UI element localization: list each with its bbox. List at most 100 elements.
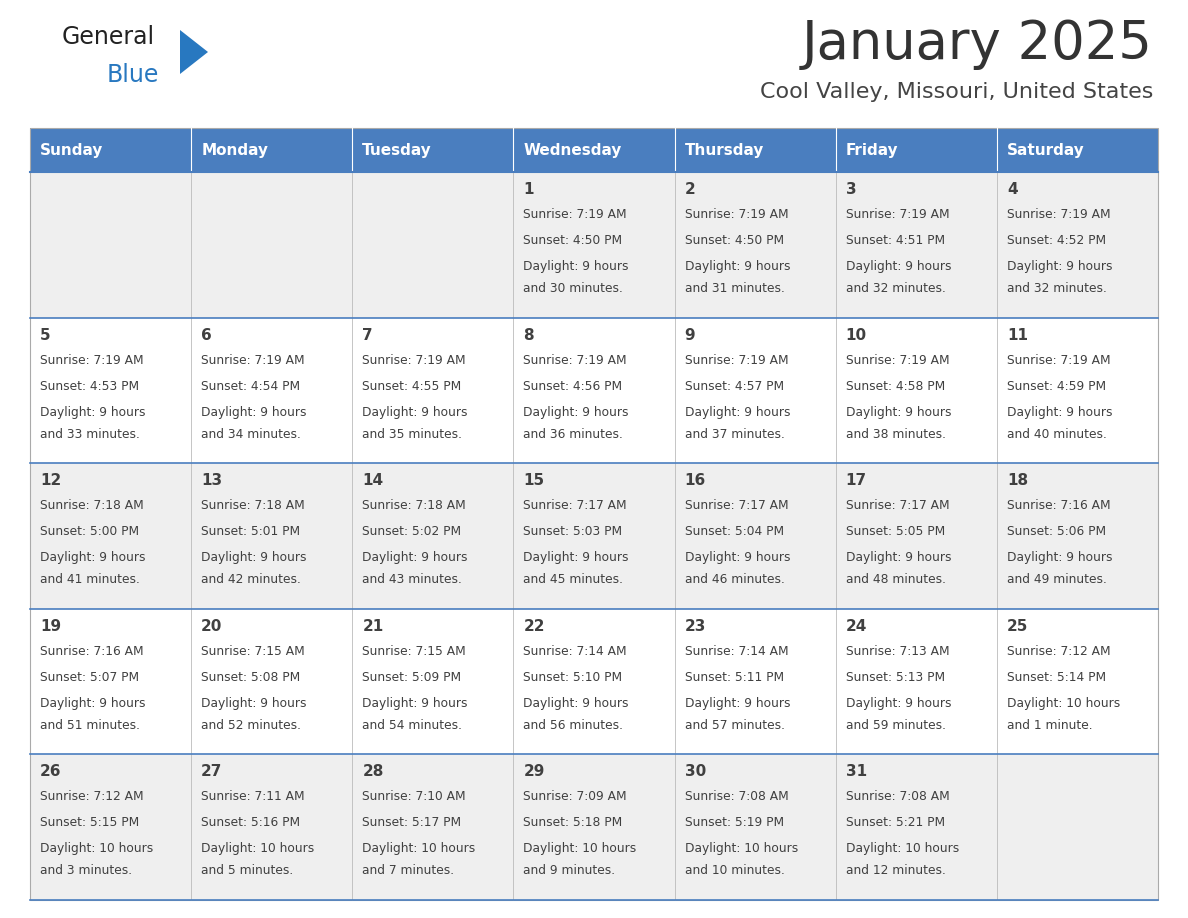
Text: Sunrise: 7:19 AM: Sunrise: 7:19 AM: [524, 353, 627, 366]
Bar: [30, 128, 1158, 900]
Text: Daylight: 9 hours: Daylight: 9 hours: [524, 697, 628, 710]
Text: Daylight: 9 hours: Daylight: 9 hours: [362, 406, 468, 419]
Text: Sunset: 5:01 PM: Sunset: 5:01 PM: [201, 525, 301, 538]
Text: Monday: Monday: [201, 142, 268, 158]
Text: Daylight: 9 hours: Daylight: 9 hours: [1007, 551, 1112, 565]
Text: Sunrise: 7:18 AM: Sunrise: 7:18 AM: [362, 499, 466, 512]
Text: and 42 minutes.: and 42 minutes.: [201, 573, 301, 587]
Text: Sunrise: 7:16 AM: Sunrise: 7:16 AM: [40, 644, 144, 658]
Text: Sunset: 5:21 PM: Sunset: 5:21 PM: [846, 816, 944, 829]
Text: and 5 minutes.: and 5 minutes.: [201, 865, 293, 878]
Text: Sunset: 4:54 PM: Sunset: 4:54 PM: [201, 380, 301, 393]
Text: Sunrise: 7:15 AM: Sunrise: 7:15 AM: [201, 644, 305, 658]
Text: Sunrise: 7:10 AM: Sunrise: 7:10 AM: [362, 790, 466, 803]
Text: Sunrise: 7:14 AM: Sunrise: 7:14 AM: [684, 644, 788, 658]
Text: Daylight: 9 hours: Daylight: 9 hours: [1007, 406, 1112, 419]
Text: and 54 minutes.: and 54 minutes.: [362, 719, 462, 732]
Text: Daylight: 9 hours: Daylight: 9 hours: [201, 697, 307, 710]
Text: 4: 4: [1007, 182, 1017, 197]
Text: Sunrise: 7:19 AM: Sunrise: 7:19 AM: [1007, 353, 1111, 366]
Text: Daylight: 9 hours: Daylight: 9 hours: [362, 697, 468, 710]
Text: Sunrise: 7:13 AM: Sunrise: 7:13 AM: [846, 644, 949, 658]
Text: Sunrise: 7:17 AM: Sunrise: 7:17 AM: [524, 499, 627, 512]
Text: Daylight: 10 hours: Daylight: 10 hours: [846, 843, 959, 856]
Bar: [353, 128, 513, 172]
Text: and 9 minutes.: and 9 minutes.: [524, 865, 615, 878]
Text: and 48 minutes.: and 48 minutes.: [846, 573, 946, 587]
Text: Sunset: 5:15 PM: Sunset: 5:15 PM: [40, 816, 139, 829]
Text: 16: 16: [684, 473, 706, 488]
Text: Sunset: 4:56 PM: Sunset: 4:56 PM: [524, 380, 623, 393]
Text: Sunset: 5:03 PM: Sunset: 5:03 PM: [524, 525, 623, 538]
Text: 29: 29: [524, 765, 545, 779]
Text: Sunset: 5:18 PM: Sunset: 5:18 PM: [524, 816, 623, 829]
Text: 21: 21: [362, 619, 384, 633]
Text: and 43 minutes.: and 43 minutes.: [362, 573, 462, 587]
Text: Wednesday: Wednesday: [524, 142, 621, 158]
Text: Daylight: 9 hours: Daylight: 9 hours: [684, 260, 790, 273]
Text: and 49 minutes.: and 49 minutes.: [1007, 573, 1107, 587]
Text: 6: 6: [201, 328, 211, 342]
Text: Daylight: 10 hours: Daylight: 10 hours: [524, 843, 637, 856]
Text: 17: 17: [846, 473, 867, 488]
Text: 28: 28: [362, 765, 384, 779]
Text: 19: 19: [40, 619, 61, 633]
Text: Daylight: 9 hours: Daylight: 9 hours: [40, 406, 145, 419]
Text: Daylight: 9 hours: Daylight: 9 hours: [684, 406, 790, 419]
Text: Sunset: 4:58 PM: Sunset: 4:58 PM: [846, 380, 944, 393]
Bar: [30, 128, 191, 172]
Text: Sunrise: 7:16 AM: Sunrise: 7:16 AM: [1007, 499, 1111, 512]
Text: Sunset: 5:05 PM: Sunset: 5:05 PM: [846, 525, 944, 538]
Text: and 51 minutes.: and 51 minutes.: [40, 719, 140, 732]
Text: 30: 30: [684, 765, 706, 779]
Text: 14: 14: [362, 473, 384, 488]
Text: and 56 minutes.: and 56 minutes.: [524, 719, 624, 732]
Polygon shape: [181, 30, 208, 74]
Text: and 36 minutes.: and 36 minutes.: [524, 428, 624, 441]
Text: 2: 2: [684, 182, 695, 197]
Text: Daylight: 9 hours: Daylight: 9 hours: [524, 406, 628, 419]
Text: 9: 9: [684, 328, 695, 342]
Text: Daylight: 9 hours: Daylight: 9 hours: [846, 406, 952, 419]
Text: Sunrise: 7:19 AM: Sunrise: 7:19 AM: [684, 208, 788, 221]
Text: Sunset: 5:06 PM: Sunset: 5:06 PM: [1007, 525, 1106, 538]
Text: Daylight: 9 hours: Daylight: 9 hours: [846, 260, 952, 273]
Text: 5: 5: [40, 328, 51, 342]
Text: Sunrise: 7:12 AM: Sunrise: 7:12 AM: [40, 790, 144, 803]
Text: and 3 minutes.: and 3 minutes.: [40, 865, 132, 878]
Text: Daylight: 9 hours: Daylight: 9 hours: [201, 406, 307, 419]
Text: Sunrise: 7:19 AM: Sunrise: 7:19 AM: [201, 353, 305, 366]
Text: Sunset: 4:59 PM: Sunset: 4:59 PM: [1007, 380, 1106, 393]
Text: Daylight: 9 hours: Daylight: 9 hours: [524, 260, 628, 273]
Text: 20: 20: [201, 619, 222, 633]
Text: Sunset: 4:50 PM: Sunset: 4:50 PM: [684, 234, 784, 247]
Text: Daylight: 9 hours: Daylight: 9 hours: [846, 551, 952, 565]
Text: 13: 13: [201, 473, 222, 488]
Text: Sunset: 4:51 PM: Sunset: 4:51 PM: [846, 234, 944, 247]
Text: and 45 minutes.: and 45 minutes.: [524, 573, 624, 587]
Text: Sunrise: 7:19 AM: Sunrise: 7:19 AM: [846, 353, 949, 366]
Text: 23: 23: [684, 619, 706, 633]
Bar: [30, 464, 1158, 609]
Text: Daylight: 9 hours: Daylight: 9 hours: [684, 697, 790, 710]
Bar: [30, 755, 1158, 900]
Text: Sunrise: 7:19 AM: Sunrise: 7:19 AM: [846, 208, 949, 221]
Text: Daylight: 9 hours: Daylight: 9 hours: [40, 697, 145, 710]
Text: Blue: Blue: [107, 63, 159, 87]
Text: 15: 15: [524, 473, 544, 488]
Text: Sunrise: 7:19 AM: Sunrise: 7:19 AM: [684, 353, 788, 366]
Text: and 46 minutes.: and 46 minutes.: [684, 573, 784, 587]
Text: Daylight: 9 hours: Daylight: 9 hours: [524, 551, 628, 565]
Text: and 37 minutes.: and 37 minutes.: [684, 428, 784, 441]
Text: Sunset: 5:14 PM: Sunset: 5:14 PM: [1007, 671, 1106, 684]
Text: Sunrise: 7:19 AM: Sunrise: 7:19 AM: [1007, 208, 1111, 221]
Text: Sunset: 5:00 PM: Sunset: 5:00 PM: [40, 525, 139, 538]
Text: Sunrise: 7:15 AM: Sunrise: 7:15 AM: [362, 644, 466, 658]
Text: 18: 18: [1007, 473, 1028, 488]
Text: Tuesday: Tuesday: [362, 142, 432, 158]
Text: Sunset: 5:17 PM: Sunset: 5:17 PM: [362, 816, 461, 829]
Bar: [191, 128, 353, 172]
Text: Thursday: Thursday: [684, 142, 764, 158]
Text: Sunday: Sunday: [40, 142, 103, 158]
Text: 22: 22: [524, 619, 545, 633]
